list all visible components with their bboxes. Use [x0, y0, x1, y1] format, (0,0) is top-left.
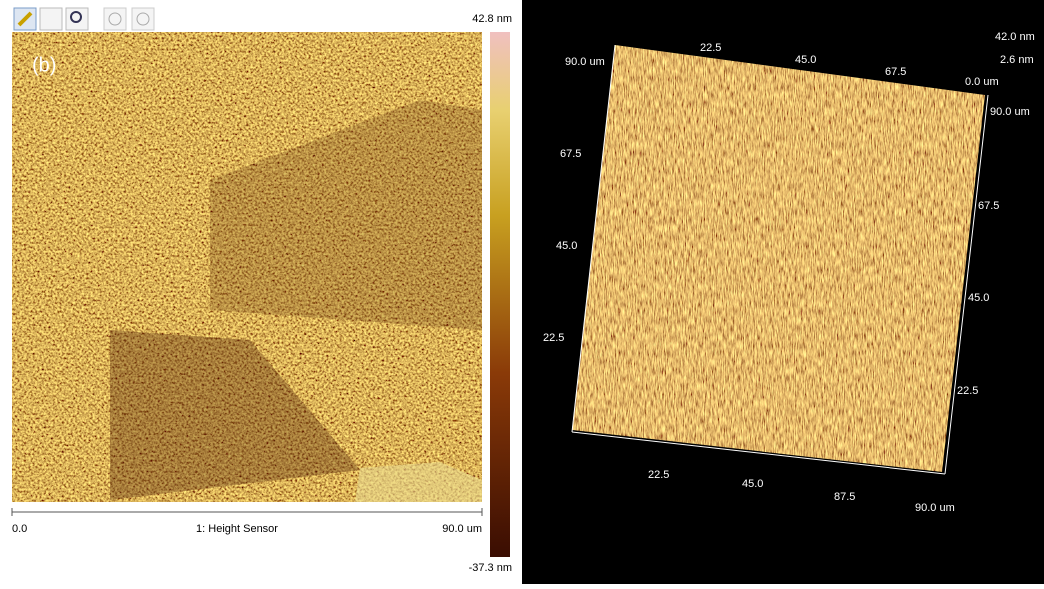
toolbar — [14, 8, 154, 30]
z-scale-max: 42.0 nm — [995, 31, 1035, 43]
zoom-in-tool[interactable] — [104, 8, 126, 30]
colorbar-max: 42.8 nm — [472, 13, 512, 25]
bottom-axis-label: 45.0 — [742, 478, 763, 490]
top-axis-label: 22.5 — [700, 42, 721, 54]
left-axis-label: 22.5 — [543, 332, 564, 344]
right-axis-label: 67.5 — [978, 200, 999, 212]
bottom-axis-label: 90.0 um — [915, 502, 955, 514]
surface-texture — [560, 40, 1000, 480]
colorbar-min: -37.3 nm — [469, 562, 512, 574]
right-axis-label: 90.0 um — [990, 106, 1030, 118]
x-axis-start: 0.0 — [12, 523, 27, 535]
z-scale-min: 2.6 nm — [1000, 54, 1034, 66]
body: (b) 42.8 nm -37.3 nm 0.0 1: Height Senso… — [0, 0, 1044, 584]
x-axis-title: 1: Height Sensor — [196, 523, 278, 535]
bottom-axis-label: 87.5 — [834, 491, 855, 503]
top-axis-label: 0.0 um — [965, 76, 999, 88]
bottom-axis-label: 22.5 — [648, 469, 669, 481]
x-axis-end: 90.0 um — [442, 523, 482, 535]
right-panel: 42.0 nm 2.6 nm 90.0 um 22.5 45.0 67.5 0.… — [522, 0, 1044, 584]
surface — [560, 40, 1000, 480]
right-axis-label: 22.5 — [957, 385, 978, 397]
panel-label: (b) — [32, 54, 56, 76]
colorbar — [490, 32, 510, 557]
page: {"left_panel": {"panel_label": "(b)", "c… — [0, 0, 1044, 584]
zoom-out-tool[interactable] — [132, 8, 154, 30]
left-axis-label: 67.5 — [560, 148, 581, 160]
top-axis-label: 67.5 — [885, 66, 906, 78]
top-axis-label: 90.0 um — [565, 56, 605, 68]
right-axis-label: 45.0 — [968, 292, 989, 304]
top-axis-label: 45.0 — [795, 54, 816, 66]
screen: (b) 42.8 nm -37.3 nm 0.0 1: Height Senso… — [0, 0, 1044, 584]
pan-tool[interactable] — [40, 8, 62, 30]
left-panel: (b) 42.8 nm -37.3 nm 0.0 1: Height Senso… — [0, 0, 520, 584]
left-axis-label: 45.0 — [556, 240, 577, 252]
